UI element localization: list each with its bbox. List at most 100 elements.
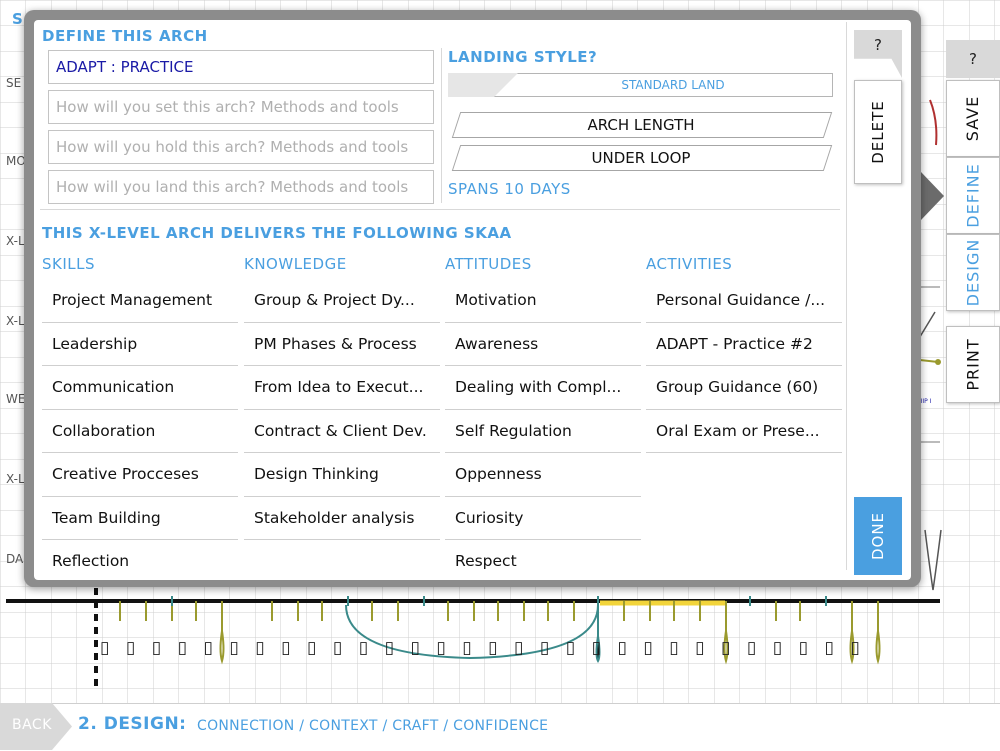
skill-item[interactable]: Leadership: [42, 323, 238, 366]
skill-item[interactable]: Team Building: [42, 497, 238, 540]
day-marker[interactable]: ▯: [462, 638, 472, 658]
delete-label: DELETE: [869, 100, 888, 164]
day-marker[interactable]: ▯: [643, 638, 653, 658]
footer-title: 2. DESIGN:: [78, 714, 187, 734]
day-markers: ▯ ▯ ▯ ▯ ▯ ▯ ▯ ▯ ▯ ▯ ▯ ▯ ▯ ▯ ▯ ▯ ▯ ▯ ▯ ▯ ▯ ▯ ▯ ▯ ▯ ▯ ▯ ▯ ▯ ▯: [100, 638, 860, 658]
day-marker[interactable]: ▯: [514, 638, 524, 658]
day-marker[interactable]: ▯: [850, 638, 860, 658]
day-marker[interactable]: ▯: [125, 638, 136, 658]
row-label: X-L: [6, 314, 25, 328]
row-label: MO: [6, 154, 26, 168]
day-marker[interactable]: ▯: [255, 638, 265, 658]
day-marker[interactable]: ▯: [669, 638, 679, 658]
day-marker[interactable]: ▯: [384, 638, 394, 658]
set-methods-input[interactable]: How will you set this arch? Methods and …: [48, 90, 434, 124]
day-marker[interactable]: ▯: [772, 638, 783, 658]
attitude-item[interactable]: Dealing with Compl...: [445, 366, 641, 410]
skill-item[interactable]: Communication: [42, 366, 238, 410]
day-marker[interactable]: ▯: [203, 638, 213, 658]
define-title: DEFINE THIS ARCH: [42, 27, 208, 45]
day-marker[interactable]: ▯: [488, 638, 498, 658]
day-marker[interactable]: ▯: [358, 638, 369, 658]
day-marker[interactable]: ▯: [410, 638, 420, 658]
skills-list: Project Management Leadership Communicat…: [42, 279, 238, 584]
standard-land-label: STANDARD LAND: [621, 78, 725, 92]
divider: [40, 209, 840, 210]
attitude-item[interactable]: Curiosity: [445, 497, 641, 540]
tab-save[interactable]: SAVE: [946, 80, 1000, 157]
delete-button[interactable]: DELETE: [854, 80, 902, 184]
attitudes-header: ATTITUDES: [445, 255, 532, 273]
day-marker[interactable]: ▯: [177, 638, 187, 658]
hold-methods-input[interactable]: How will you hold this arch? Methods and…: [48, 130, 434, 164]
day-marker[interactable]: ▯: [721, 638, 731, 658]
spans-label: SPANS 10 DAYS: [448, 180, 571, 198]
day-marker[interactable]: ▯: [100, 638, 110, 658]
tab-design[interactable]: DESIGN: [946, 234, 1000, 311]
tab-print-label: PRINT: [963, 338, 983, 391]
skaa-title: THIS X-LEVEL ARCH DELIVERS THE FOLLOWING…: [42, 224, 512, 242]
skill-item[interactable]: Project Management: [42, 279, 238, 323]
modal-help-button[interactable]: ?: [874, 36, 882, 54]
day-marker[interactable]: ▯: [539, 638, 550, 658]
standard-land-select[interactable]: STANDARD LAND: [448, 73, 833, 97]
day-marker[interactable]: ▯: [281, 638, 291, 658]
knowledge-item[interactable]: PM Phases & Process: [244, 323, 440, 366]
row-label: SE: [6, 76, 22, 90]
knowledge-item[interactable]: Contract & Client Dev.: [244, 410, 440, 453]
skill-item[interactable]: Collaboration: [42, 410, 238, 453]
help-button[interactable]: ?: [946, 40, 1000, 78]
footer-subtitle: CONNECTION / CONTEXT / CRAFT / CONFIDENC…: [197, 718, 549, 734]
activity-item[interactable]: Group Guidance (60): [646, 366, 842, 410]
activities-list: Personal Guidance /... ADAPT - Practice …: [646, 279, 842, 453]
day-marker[interactable]: ▯: [229, 638, 239, 658]
day-marker[interactable]: ▯: [617, 638, 627, 658]
back-button[interactable]: [0, 703, 76, 750]
tab-design-label: DESIGN: [963, 238, 983, 307]
attitude-item[interactable]: Self Regulation: [445, 410, 641, 453]
skill-item[interactable]: Reflection: [52, 552, 130, 570]
day-marker[interactable]: ▯: [746, 638, 757, 658]
activity-item[interactable]: Oral Exam or Prese...: [646, 410, 842, 453]
row-label: DA: [6, 552, 24, 566]
under-loop-label: UNDER LOOP: [591, 149, 691, 167]
day-marker[interactable]: ▯: [591, 638, 601, 658]
skill-item[interactable]: Creative Procceses: [42, 453, 238, 497]
tab-print[interactable]: PRINT: [946, 326, 1000, 403]
day-marker[interactable]: ▯: [307, 638, 317, 658]
tab-save-label: SAVE: [963, 95, 983, 142]
day-marker[interactable]: ▯: [436, 638, 446, 658]
landing-style-title: LANDING STYLE?: [448, 48, 598, 66]
day-marker[interactable]: ▯: [332, 638, 343, 658]
row-label: X-L: [6, 472, 25, 486]
day-marker[interactable]: ▯: [798, 638, 808, 658]
attitude-item[interactable]: Oppenness: [445, 453, 641, 497]
activity-item[interactable]: ADAPT - Practice #2: [646, 323, 842, 366]
tab-define[interactable]: DEFINE: [946, 157, 1000, 234]
attitude-item[interactable]: Motivation: [445, 279, 641, 323]
attitude-item[interactable]: Respect: [455, 552, 517, 570]
skills-header: SKILLS: [42, 255, 96, 273]
knowledge-item[interactable]: From Idea to Execut...: [244, 366, 440, 410]
attitudes-list: Motivation Awareness Dealing with Compl.…: [445, 279, 641, 584]
land-methods-input[interactable]: How will you land this arch? Methods and…: [48, 170, 434, 204]
arch-length-label: ARCH LENGTH: [587, 116, 695, 134]
page-title: S: [12, 10, 23, 28]
row-label: X-L: [6, 234, 25, 248]
day-marker[interactable]: ▯: [695, 638, 705, 658]
arch-name-input[interactable]: ADAPT : PRACTICE: [48, 50, 434, 84]
attitude-item[interactable]: Awareness: [445, 323, 641, 366]
knowledge-item[interactable]: Design Thinking: [244, 453, 440, 497]
day-marker[interactable]: ▯: [824, 638, 834, 658]
knowledge-header: KNOWLEDGE: [244, 255, 347, 273]
activity-item[interactable]: Personal Guidance /...: [646, 279, 842, 323]
knowledge-item[interactable]: Stakeholder analysis: [244, 497, 440, 540]
knowledge-list: Group & Project Dy... PM Phases & Proces…: [244, 279, 440, 540]
day-marker[interactable]: ▯: [565, 638, 576, 658]
day-marker[interactable]: ▯: [151, 638, 162, 658]
activities-header: ACTIVITIES: [646, 255, 733, 273]
done-label: DONE: [869, 511, 887, 561]
knowledge-item[interactable]: Group & Project Dy...: [244, 279, 440, 323]
back-label: BACK: [12, 717, 52, 733]
done-button[interactable]: DONE: [854, 497, 902, 575]
